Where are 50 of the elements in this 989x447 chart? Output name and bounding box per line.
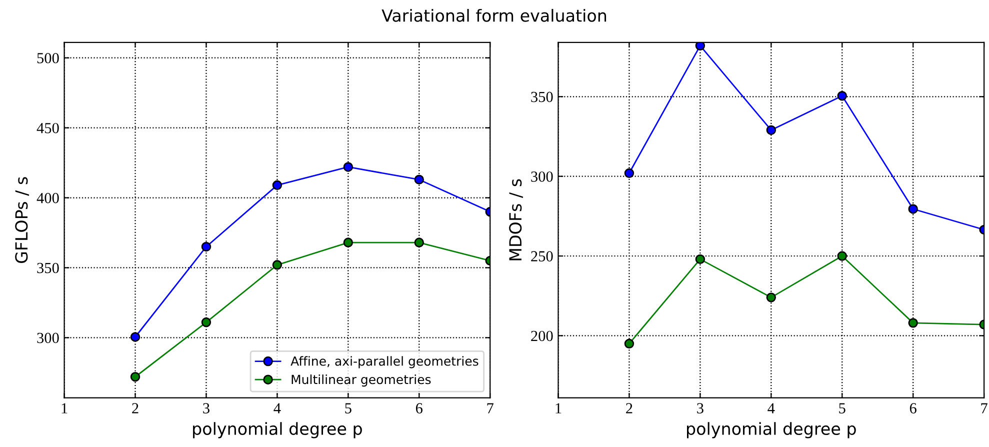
y-tick-label: 200	[531, 330, 553, 342]
point	[624, 338, 634, 349]
point	[272, 180, 282, 190]
point	[343, 238, 354, 248]
x-axis-title: polynomial degree p	[193, 422, 362, 438]
y-tick-label: 250	[531, 251, 553, 262]
point	[130, 372, 140, 382]
point	[272, 260, 282, 270]
point	[766, 292, 776, 302]
x-tick-label: 4	[768, 403, 775, 414]
y-tick-label: 300	[37, 332, 59, 344]
x-tick-label: 5	[839, 403, 846, 414]
x-tick-label: 3	[697, 403, 704, 414]
point	[201, 242, 212, 252]
point	[695, 254, 706, 264]
point	[766, 125, 776, 135]
x-tick-label: 4	[274, 403, 281, 414]
x-tick-label: 2	[132, 403, 138, 414]
legend-label: Multilinear geometries	[292, 374, 431, 387]
x-tick-label: 6	[416, 403, 422, 414]
y-axis-title: GFLOPs / s	[15, 177, 30, 264]
y-tick-label: 500	[37, 52, 59, 64]
point	[343, 162, 354, 172]
y-tick-label: 350	[531, 92, 553, 102]
x-tick-label: 7	[981, 403, 988, 414]
point	[130, 332, 140, 342]
x-axis-title: polynomial degree p	[687, 422, 856, 438]
point	[414, 174, 424, 184]
x-tick-label: 5	[345, 403, 352, 414]
chart-title: Variational form evaluation	[382, 8, 606, 22]
x-tick-label: 6	[910, 403, 916, 414]
x-tick-label: 7	[487, 403, 494, 414]
point	[201, 317, 212, 328]
y-tick-label: 450	[36, 122, 59, 134]
point	[624, 168, 634, 178]
y-tick-label: 400	[36, 192, 59, 204]
point	[837, 251, 847, 261]
point	[908, 204, 918, 214]
x-tick-label: 1	[62, 403, 68, 414]
point	[908, 318, 918, 328]
point	[695, 42, 706, 51]
point	[414, 238, 424, 248]
legend-label: Affine, axi-parallel geometries	[290, 356, 478, 368]
x-tick-label: 1	[556, 403, 562, 414]
point	[837, 90, 847, 101]
y-tick-label: 300	[531, 171, 553, 182]
x-tick-label: 2	[626, 403, 632, 414]
y-axis-title: MDOFs / s	[509, 179, 523, 260]
x-tick-label: 3	[203, 403, 210, 414]
y-tick-label: 350	[37, 262, 59, 274]
